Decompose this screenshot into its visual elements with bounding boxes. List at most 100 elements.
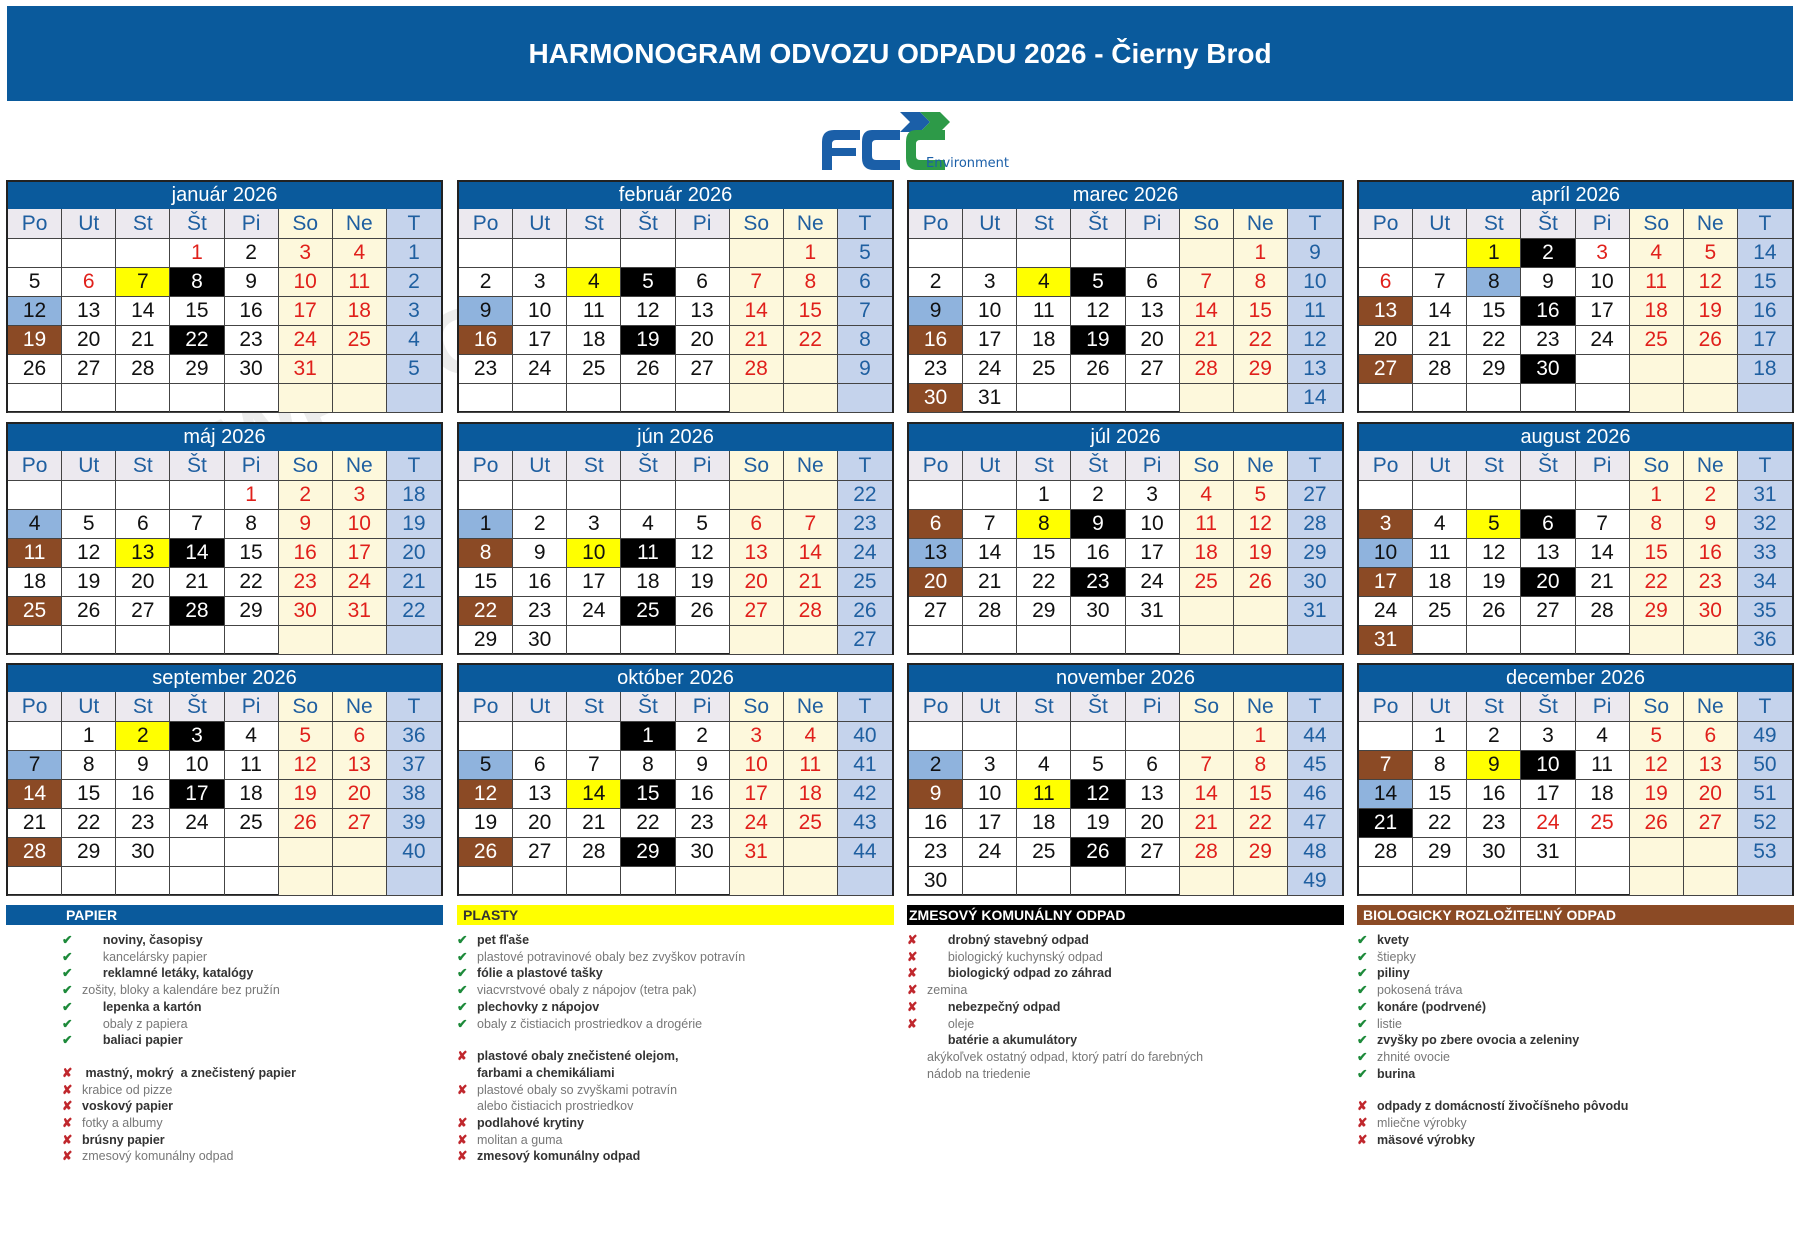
day-name-header: Pi xyxy=(1575,451,1630,481)
week-number: 27 xyxy=(837,626,892,655)
day-cell: 3 xyxy=(1125,481,1180,510)
day-cell: 29 xyxy=(1017,597,1072,626)
day-cell: 11 xyxy=(1413,539,1468,568)
day-cell xyxy=(783,481,838,510)
legend-item: ✔ fólie a plastové tašky xyxy=(457,965,745,982)
day-cell: 1 xyxy=(62,722,117,751)
collection-day-plastic: 14 xyxy=(567,780,622,809)
day-name-header: Ut xyxy=(1413,209,1468,239)
day-name-header: Št xyxy=(621,209,676,239)
day-name-header: Ne xyxy=(783,692,838,722)
legend-item-text: fólie a plastové tašky xyxy=(477,966,603,981)
month-title: jún 2026 xyxy=(459,424,892,451)
collection-day-bio: 22 xyxy=(459,597,514,626)
week-number: 42 xyxy=(837,780,892,809)
day-cell: 14 xyxy=(1413,297,1468,326)
day-cell: 3 xyxy=(513,268,568,297)
day-cell: 16 xyxy=(116,780,171,809)
check-icon: ✔ xyxy=(62,949,73,964)
collection-day-bio: 11 xyxy=(8,539,63,568)
day-cell: 11 xyxy=(332,268,387,297)
legend-item: ✔ pokosená tráva xyxy=(1357,982,1628,999)
week-number: 46 xyxy=(1287,780,1342,809)
day-cell: 1 xyxy=(1413,722,1468,751)
week-number: 48 xyxy=(1287,838,1342,867)
day-cell: 30 xyxy=(224,355,279,384)
legend-item: ✔ plastové potravinové obaly bez zvyškov … xyxy=(457,949,745,966)
collection-day-plastic: 7 xyxy=(116,268,171,297)
day-name-header: Po xyxy=(8,692,63,722)
day-name-header: Po xyxy=(459,692,514,722)
day-cell xyxy=(783,626,838,655)
day-cell: 19 xyxy=(1071,809,1126,838)
day-name-header: Ut xyxy=(963,692,1018,722)
day-cell: 22 xyxy=(1629,568,1684,597)
legend-item: ✔ obaly z papiera xyxy=(62,1016,296,1033)
check-icon: ✔ xyxy=(62,1016,73,1031)
day-cell: 19 xyxy=(1233,539,1288,568)
day-cell xyxy=(8,384,63,413)
day-cell xyxy=(224,384,279,413)
day-cell: 10 xyxy=(963,780,1018,809)
day-cell: 24 xyxy=(513,355,568,384)
collection-day-bio: 3 xyxy=(1359,510,1414,539)
legend-item: ✘ plastové obaly so zvyškami potravín xyxy=(457,1082,745,1099)
week-number: 33 xyxy=(1737,539,1792,568)
month-calendar: august 2026 Po Ut St Št Pi So Ne T 1 2 31 3 4 5 6 7 8 9 32 1… xyxy=(1357,422,1794,655)
day-cell xyxy=(278,626,333,655)
day-cell xyxy=(1359,239,1414,268)
week-number: 34 xyxy=(1737,568,1792,597)
day-cell xyxy=(909,239,964,268)
day-cell xyxy=(1521,867,1576,896)
day-name-header: Po xyxy=(1359,209,1414,239)
week-number: 24 xyxy=(837,539,892,568)
day-name-header: Pi xyxy=(224,451,279,481)
day-cell xyxy=(62,239,117,268)
day-cell: 20 xyxy=(1125,809,1180,838)
week-number: 36 xyxy=(1737,626,1792,655)
day-cell: 26 xyxy=(1467,597,1522,626)
check-icon: ✔ xyxy=(457,966,468,981)
day-cell: 4 xyxy=(1179,481,1234,510)
collection-day-mixed: 16 xyxy=(1521,297,1576,326)
day-cell xyxy=(459,239,514,268)
day-cell: 12 xyxy=(675,539,730,568)
collection-day-mixed: 20 xyxy=(1521,568,1576,597)
day-name-header: So xyxy=(1179,209,1234,239)
collection-day-bio: 26 xyxy=(459,838,514,867)
day-name-header: So xyxy=(1629,451,1684,481)
day-name-header: Ut xyxy=(513,209,568,239)
day-name-header: Ut xyxy=(513,692,568,722)
day-cell: 13 xyxy=(729,539,784,568)
cross-icon: ✘ xyxy=(907,1016,918,1031)
week-number: 49 xyxy=(1287,867,1342,896)
day-cell: 10 xyxy=(278,268,333,297)
day-cell: 18 xyxy=(224,780,279,809)
day-cell: 13 xyxy=(513,780,568,809)
day-cell: 11 xyxy=(224,751,279,780)
day-cell: 29 xyxy=(170,355,225,384)
legend-item: ✘ zmesový komunálny odpad xyxy=(62,1148,296,1165)
day-cell xyxy=(1359,867,1414,896)
legend-item: alebo čistiacich prostriedkov xyxy=(457,1098,745,1115)
day-cell: 5 xyxy=(8,268,63,297)
legend-item: ✔ štiepky xyxy=(1357,949,1628,966)
collection-day-bio: 17 xyxy=(1359,568,1414,597)
day-cell xyxy=(278,838,333,867)
spacer xyxy=(907,1032,921,1049)
month-calendar: apríl 2026 Po Ut St Št Pi So Ne T 1 2 3 4 5 14 6 7 8 9 10 11… xyxy=(1357,180,1794,413)
day-cell: 20 xyxy=(1683,780,1738,809)
day-cell: 16 xyxy=(278,539,333,568)
month-calendar: október 2026 Po Ut St Št Pi So Ne T 1 2 3 4 40 5 6 7 8 9 10… xyxy=(457,663,894,896)
day-cell xyxy=(1575,481,1630,510)
day-cell: 4 xyxy=(224,722,279,751)
day-cell: 26 xyxy=(8,355,63,384)
day-cell: 21 xyxy=(1179,326,1234,355)
day-cell: 18 xyxy=(1575,780,1630,809)
legend-item-text: batérie a akumulátory xyxy=(927,1033,1078,1048)
legend-item-text: plechovky z nápojov xyxy=(477,999,600,1014)
legend-item: ✘ podlahové krytiny xyxy=(457,1115,745,1132)
day-cell: 23 xyxy=(675,809,730,838)
check-icon: ✔ xyxy=(62,933,73,947)
legend-item: ✘ fotky a albumy xyxy=(62,1115,296,1132)
